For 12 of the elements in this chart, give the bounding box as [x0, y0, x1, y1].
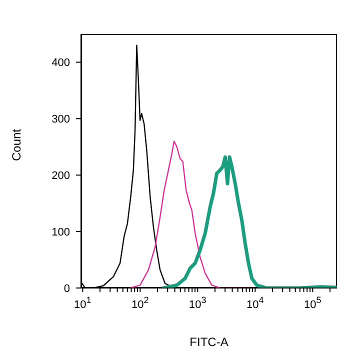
y-tick-label: 300: [52, 114, 70, 126]
x-tick-label: 10$^{3}$: [189, 295, 206, 311]
y-tick-label: 200: [52, 170, 70, 182]
x-tick-label: 10$^{2}$: [132, 295, 149, 311]
y-tick-label: 400: [52, 57, 70, 70]
x-axis-title: FITC-A: [190, 335, 228, 349]
x-tick-label: 10$^{4}$: [246, 295, 264, 311]
x-tick-label: 10$^{5}$: [304, 295, 322, 311]
x-tick-label: 10$^{1}$: [74, 295, 92, 311]
y-tick-label: 0: [64, 283, 70, 295]
y-axis-title: Count: [9, 128, 24, 161]
y-tick-label: 100: [52, 226, 70, 239]
